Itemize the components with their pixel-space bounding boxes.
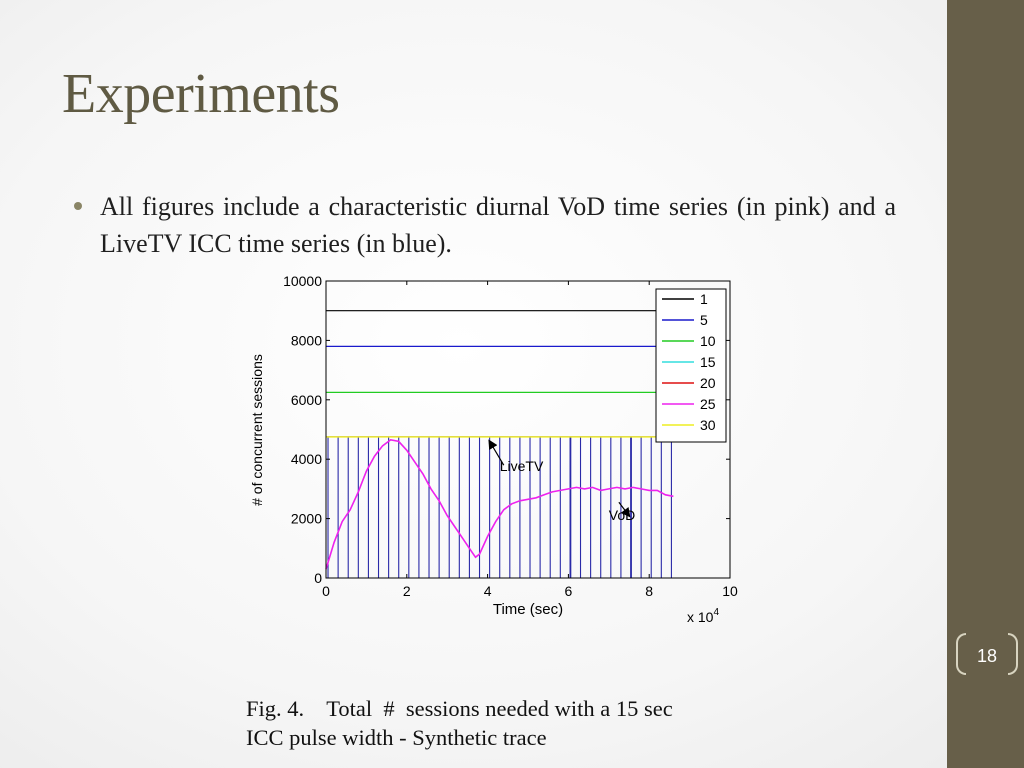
x-axis-label: Time (sec) bbox=[493, 601, 563, 618]
bullet-text: All figures include a characteristic diu… bbox=[100, 192, 896, 258]
annotation-label: VoD bbox=[609, 507, 635, 523]
annotation-arrow bbox=[618, 501, 631, 518]
bullet-dot-icon bbox=[74, 202, 82, 210]
legend-label-5: 5 bbox=[700, 312, 708, 328]
bullet-item: All figures include a characteristic diu… bbox=[74, 188, 896, 262]
annotation-arrow bbox=[488, 439, 505, 466]
vod-curve bbox=[325, 439, 674, 570]
page-number-text: 18 bbox=[976, 645, 998, 666]
chart: 0 2 4 6 8 10020004000600080001000015101520253… bbox=[249, 273, 738, 625]
legend-label-25: 25 bbox=[700, 396, 716, 412]
slide-title: Experiments bbox=[62, 63, 340, 125]
y-tick-label: 0 bbox=[314, 570, 322, 586]
right-brace-icon bbox=[1008, 633, 1018, 675]
caption-line-1: Fig. 4. Total # sessions needed with a 1… bbox=[246, 696, 673, 721]
x-multiplier-exp: 4 bbox=[713, 607, 719, 618]
legend-label-10: 10 bbox=[700, 333, 716, 349]
x-tick-label: 4 bbox=[484, 583, 492, 599]
caption-line-2: ICC pulse width - Synthetic trace bbox=[246, 725, 547, 750]
x-tick-label: 0 bbox=[322, 583, 330, 599]
bullet-list: All figures include a characteristic diu… bbox=[74, 188, 896, 262]
legend-label-1: 1 bbox=[700, 291, 708, 307]
axes-box bbox=[325, 280, 731, 579]
x-tick-label: 2 bbox=[403, 583, 411, 599]
y-tick-label: 10000 bbox=[283, 273, 322, 289]
x-tick-label: 10 bbox=[722, 583, 738, 599]
y-axis-label: # of concurrent sessions bbox=[249, 354, 265, 506]
legend-label-20: 20 bbox=[700, 375, 716, 391]
y-tick-label: 4000 bbox=[291, 451, 322, 467]
legend-box bbox=[655, 288, 727, 443]
x-tick-label: 8 bbox=[645, 583, 653, 599]
page-number: 18 bbox=[956, 633, 1018, 679]
x-multiplier: x 104 bbox=[687, 607, 719, 625]
y-tick-label: 8000 bbox=[291, 332, 322, 348]
legend-label-15: 15 bbox=[700, 354, 716, 370]
figure-caption: Fig. 4. Total # sessions needed with a 1… bbox=[246, 694, 766, 752]
plot-area: 0 2 4 6 8 10020004000600080001000015101520253… bbox=[283, 273, 738, 599]
annotation-label: LiveTV bbox=[500, 458, 544, 474]
left-brace-icon bbox=[956, 633, 966, 675]
y-tick-label: 2000 bbox=[291, 511, 322, 527]
legend-label-30: 30 bbox=[700, 417, 716, 433]
y-tick-label: 6000 bbox=[291, 392, 322, 408]
x-tick-label: 6 bbox=[565, 583, 573, 599]
